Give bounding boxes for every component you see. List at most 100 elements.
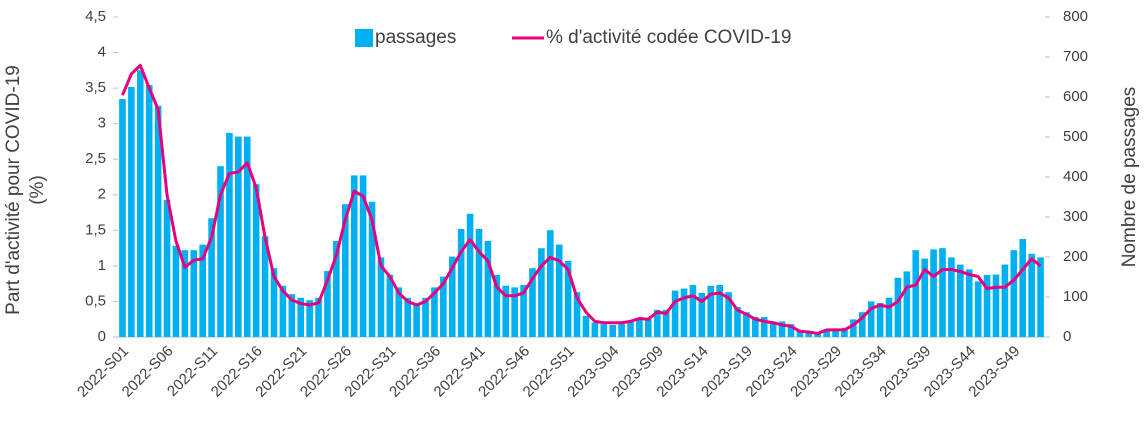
y2-tick-label: 600	[1063, 88, 1088, 105]
y2-tick-label: 0	[1063, 328, 1071, 345]
y2-axis-title: Nombre de passages	[1119, 87, 1140, 268]
y2-tick-label: 700	[1063, 48, 1088, 65]
bar	[555, 244, 563, 337]
y2-tick-label: 300	[1063, 208, 1088, 225]
bar	[725, 292, 732, 337]
bar	[333, 241, 340, 337]
y-tick-label: 3	[98, 115, 106, 132]
y-tick-label: 4	[98, 44, 106, 61]
bar	[413, 303, 420, 337]
bar	[145, 85, 153, 337]
bar	[671, 290, 679, 337]
line	[121, 63, 1042, 335]
bar	[1010, 250, 1018, 337]
bar	[529, 268, 536, 337]
bar	[876, 303, 884, 337]
bar	[270, 268, 278, 337]
bar	[858, 312, 866, 337]
bar	[199, 244, 206, 337]
bar	[511, 287, 518, 337]
bar	[618, 322, 625, 337]
bar	[743, 312, 750, 337]
bar	[306, 300, 313, 337]
bar	[1037, 257, 1044, 337]
bar	[885, 297, 893, 337]
bar	[217, 166, 224, 337]
bar	[154, 105, 162, 337]
bar	[627, 321, 634, 337]
bar	[760, 317, 768, 337]
bar	[734, 307, 741, 337]
y-tick-label: 1,5	[85, 221, 106, 238]
bar	[805, 332, 813, 337]
bar	[564, 261, 572, 337]
bar	[547, 230, 554, 337]
y-axis-title: (%)	[27, 175, 48, 205]
bar	[796, 329, 804, 337]
bar	[850, 319, 857, 337]
bar	[903, 271, 911, 337]
bar	[261, 236, 269, 337]
bar	[172, 245, 180, 337]
bar	[778, 321, 786, 337]
legend-label: passages	[375, 27, 456, 48]
bar	[119, 99, 126, 337]
y-tick-label: 4,5	[85, 8, 106, 25]
bar	[698, 293, 706, 337]
bar	[457, 229, 465, 337]
bar	[609, 325, 616, 337]
bar	[350, 175, 358, 337]
bar	[957, 264, 964, 337]
bar	[377, 257, 385, 337]
bar	[315, 297, 322, 337]
bar	[965, 269, 973, 337]
bar	[288, 294, 296, 337]
bar	[475, 229, 483, 337]
bar	[867, 301, 875, 337]
y2-tick-label: 800	[1063, 8, 1088, 25]
y-tick-label: 1	[98, 257, 106, 274]
bar	[912, 250, 920, 337]
bar	[983, 275, 991, 337]
bar	[431, 287, 438, 337]
bar	[243, 136, 251, 337]
bar	[939, 248, 946, 337]
bar	[841, 327, 848, 337]
bar	[404, 297, 411, 337]
bar	[538, 248, 545, 337]
bar	[440, 276, 447, 337]
bar	[422, 297, 429, 337]
bar	[502, 285, 510, 337]
y2-tick-label: 100	[1063, 288, 1088, 305]
bar	[645, 319, 652, 337]
bar	[208, 218, 215, 337]
bar	[279, 285, 287, 337]
y-tick-label: 2,5	[85, 150, 106, 167]
bar	[636, 319, 643, 337]
bar	[974, 281, 982, 337]
bar	[930, 249, 937, 337]
bar	[832, 328, 839, 337]
y2-tick-label: 200	[1063, 248, 1088, 265]
bar	[752, 317, 759, 337]
bar	[466, 213, 474, 337]
bar	[190, 250, 198, 337]
bar	[395, 287, 403, 337]
legend-swatch	[355, 29, 373, 47]
bar	[163, 199, 171, 337]
bar	[689, 285, 697, 337]
bar	[707, 285, 715, 337]
y-tick-label: 3,5	[85, 79, 106, 96]
bar	[297, 297, 305, 337]
y-axis-title: Part d'activité pour COVID-19	[3, 65, 24, 315]
bar	[653, 309, 661, 337]
y-tick-label: 0	[98, 328, 106, 345]
bar	[226, 133, 233, 337]
bar	[662, 309, 670, 337]
bar	[181, 250, 189, 337]
bar	[894, 277, 902, 337]
bar	[1019, 239, 1027, 337]
bar	[359, 175, 367, 337]
bar	[324, 271, 331, 337]
